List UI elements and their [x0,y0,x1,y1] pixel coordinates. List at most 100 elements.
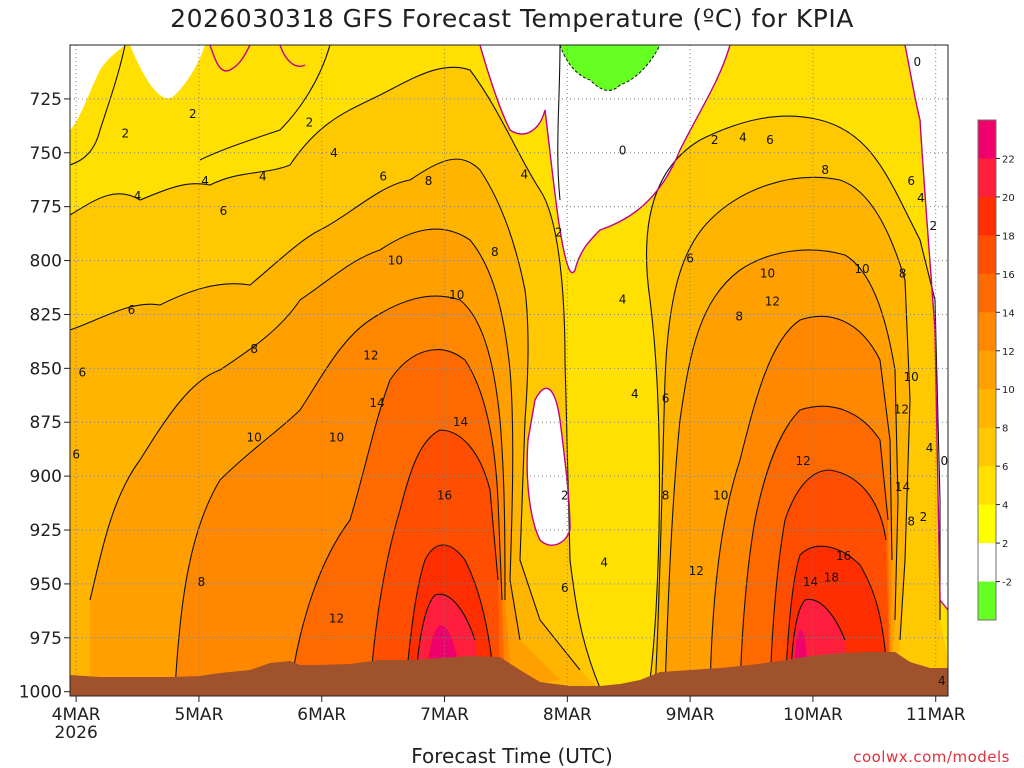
band-below-minus2 [560,45,660,91]
x-tick-label: 9MAR [666,705,715,725]
contour-lines [70,45,941,691]
y-tick-label: 950 [30,575,62,595]
contour-label: 2 [711,133,719,147]
y-tick-label: 975 [30,629,62,649]
band-cold-top [480,45,730,273]
contour-label: 2 [306,116,314,130]
contour-label: 12 [363,348,378,362]
contour-label: 18 [824,570,839,584]
contour-label: 6 [128,303,136,317]
colorbar-label: 20 [1002,193,1015,204]
x-tick-year-label: 2026 [55,723,98,743]
colorbar: 22 20 18 16 14 12 10 8 6 4 2 -2 [977,119,1015,621]
y-tick-label: 825 [30,305,62,325]
x-tick-label: 11MAR [906,705,966,725]
colorbar-swatch [978,427,996,467]
contour-label: 14 [803,575,818,589]
contour-label: 6 [907,174,915,188]
x-tick-label: 6MAR [297,705,346,725]
colorbar-swatch [978,389,996,429]
colorbar-swatch [978,466,996,506]
y-tick-label: 750 [30,144,62,164]
colorbar-swatch [978,273,996,313]
colorbar-swatch [978,581,996,621]
contour-label: 0 [913,55,921,69]
contour-label: 2 [929,219,937,233]
y-tick-label: 900 [30,467,62,487]
colorbar-label: 6 [1002,462,1008,473]
colorbar-label: 4 [1002,501,1008,512]
band-cold-left [70,45,125,130]
contour-label: 4 [739,131,747,145]
colorbar-label: 22 [1002,154,1015,165]
contour-label: 12 [894,402,909,416]
contour-label: 4 [521,167,529,181]
x-tick-label: 8MAR [543,705,592,725]
colorbar-label: 8 [1002,424,1008,435]
contour-label: 4 [926,441,934,455]
contour-label: 8 [491,245,499,259]
colorbar-swatch [978,312,996,352]
band-cold-mid [527,388,570,546]
contour-label: 4 [938,674,946,688]
contour-label: 4 [201,174,209,188]
colorbar-swatch [978,196,996,236]
x-axis: 4MAR 5MAR 6MAR 7MAR 8MAR 9MAR 10MAR 11MAR 2026 [52,696,966,743]
contour-label: 10 [449,288,464,302]
contour-label: 12 [795,454,810,468]
contour-label: 6 [78,366,86,380]
colorbar-label: 10 [1002,385,1015,396]
contour-label: 0 [940,454,948,468]
band-cold-topleft [130,45,205,99]
contour-label: 12 [765,295,780,309]
band-cold-right [905,45,948,610]
contour-label: 8 [735,310,743,324]
x-tick-label: 5MAR [174,705,223,725]
contour-label: 6 [72,448,80,462]
gridlines [70,45,948,696]
contour-label: 6 [220,204,228,218]
contour-label: 2 [121,126,129,140]
colorbar-swatch [978,120,996,159]
contour-label: 4 [619,292,627,306]
temperature-field [70,45,948,696]
contour-label: 16 [836,549,851,563]
colorbar-label: 14 [1002,308,1015,319]
colorbar-label: -2 [1002,578,1012,589]
credit-link[interactable]: coolwx.com/models [853,748,1010,766]
contour-label: 4 [631,387,639,401]
contour-label: 8 [250,342,258,356]
contour-label: 12 [329,611,344,625]
contour-label: 4 [134,189,142,203]
plot-frame [69,44,949,697]
contour-label: 10 [854,262,869,276]
y-tick-label: 800 [30,252,62,272]
contour-label: 4 [600,555,608,569]
y-tick-label: 1000 [19,683,62,703]
contour-label: 6 [686,251,694,265]
colorbar-label: 2 [1002,539,1008,550]
contour-label: 2 [920,510,928,524]
x-tick-label: 7MAR [420,705,469,725]
y-tick-label: 725 [30,90,62,110]
contour-label: 8 [425,174,433,188]
contour-label: 4 [330,146,338,160]
colorbar-swatch [978,543,996,583]
x-tick-label: 4MAR [52,705,101,725]
minus2-contour [559,45,661,91]
colorbar-label: 16 [1002,270,1015,281]
contour-label: 10 [388,254,403,268]
contour-label: 4 [917,191,925,205]
contour-label: 16 [437,489,452,503]
contour-label: 2 [555,226,563,240]
x-axis-label: Forecast Time (UTC) [411,744,613,768]
terrain [70,652,948,696]
contour-label: 4 [259,169,267,183]
y-tick-label: 850 [30,359,62,379]
contour-label: 14 [453,415,468,429]
contour-label: 2 [189,107,197,121]
contour-label: 6 [766,133,774,147]
contour-label: 6 [561,581,569,595]
